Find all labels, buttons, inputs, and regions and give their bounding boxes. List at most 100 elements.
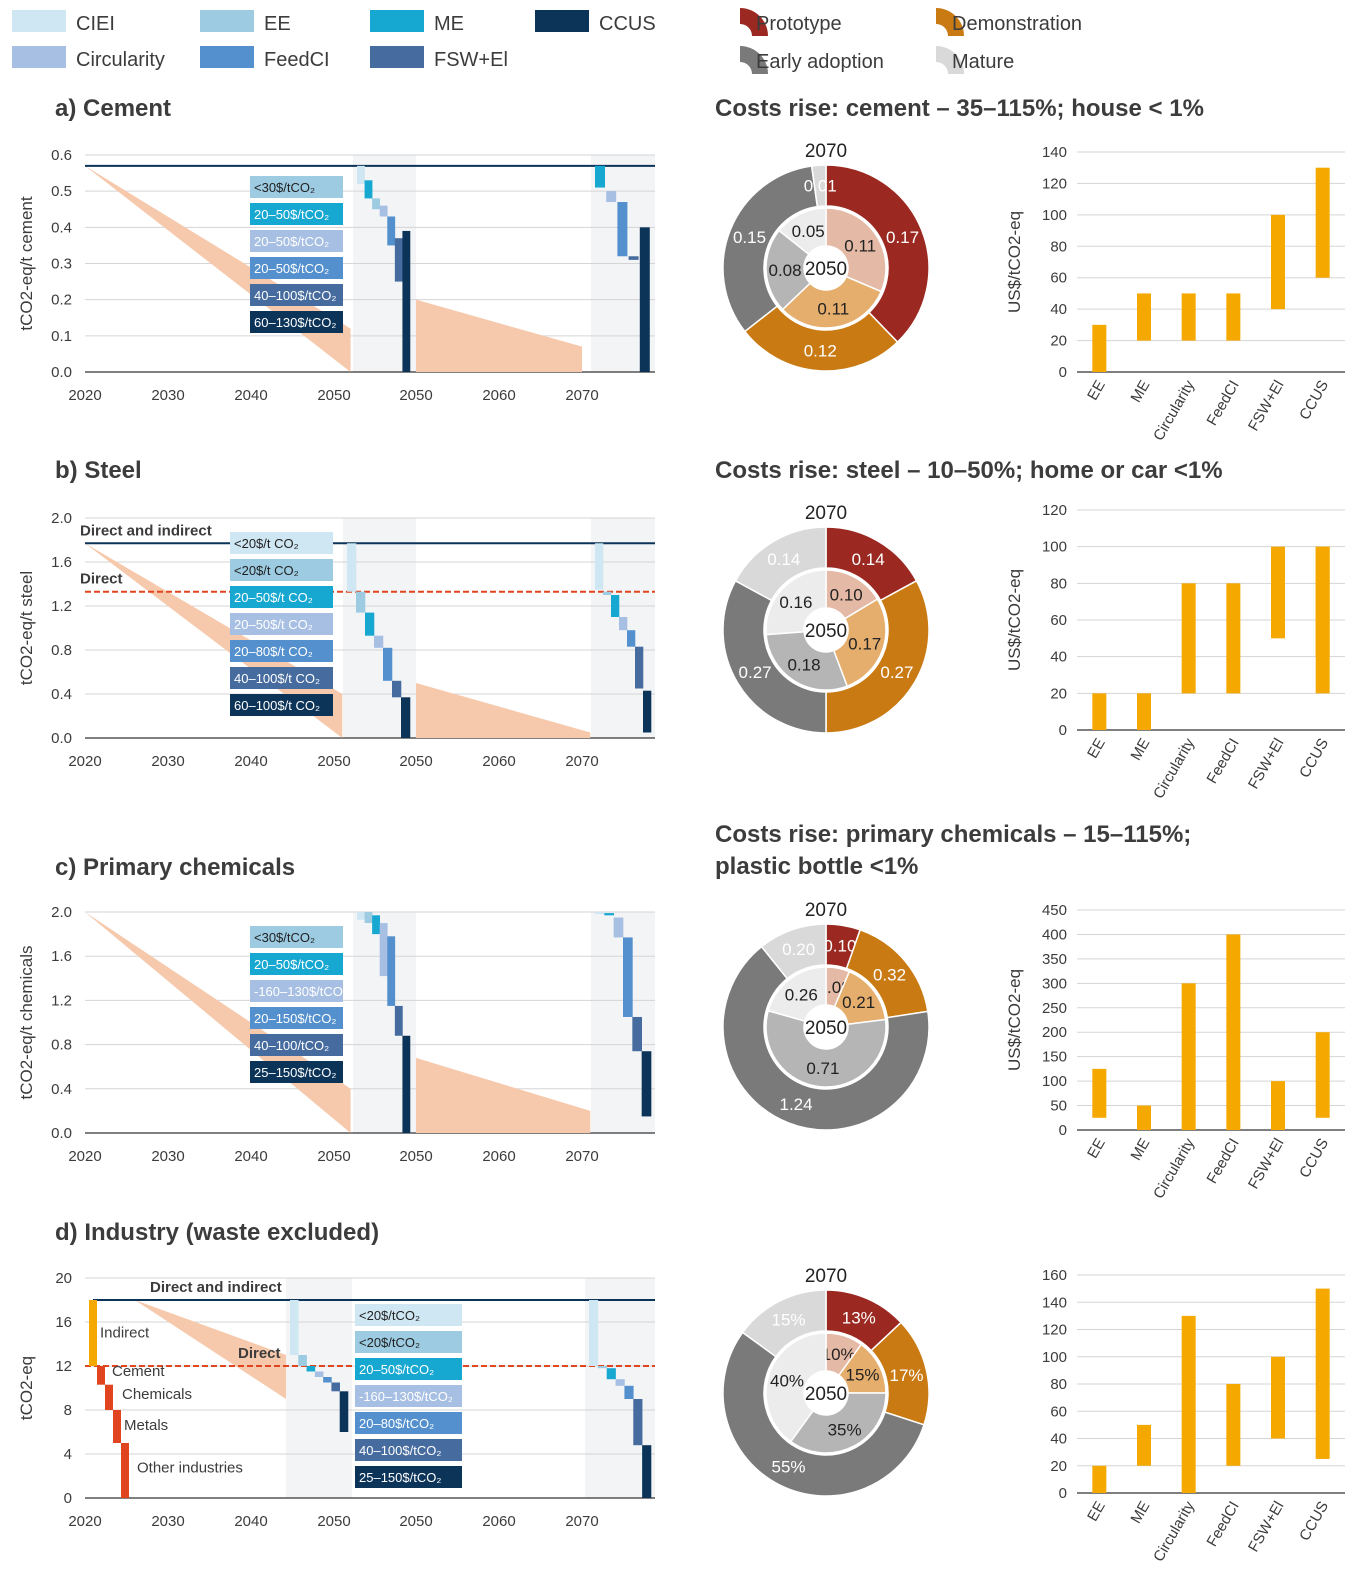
cost-box-label: 25–150$/tCO₂: [359, 1470, 441, 1485]
donut-hole: [804, 608, 848, 652]
waterfall-2050-step-EE: [372, 198, 380, 210]
x-tick-label: 2050: [399, 753, 432, 770]
cost-box-label: <20$/t CO₂: [234, 563, 299, 578]
y-tick-label: 1.2: [51, 598, 72, 615]
waterfall-2050-step-CCUS: [339, 1391, 349, 1432]
legend: CIEI EE ME CCUS Circularity FeedCI FSW+El Proto…: [12, 8, 1082, 74]
donut-hole: [804, 1371, 848, 1415]
cost-range-bar: [1137, 1105, 1151, 1130]
direct-line-label: Direct: [80, 571, 123, 588]
cost-box-label: 40–100$/tCO₂: [254, 288, 336, 303]
donut-2070-slice-mature: [760, 923, 827, 980]
x-tick-label: 2030: [151, 1148, 184, 1165]
waterfall-2050-step-FSW+El: [392, 680, 402, 698]
donut-2050-value-label: 0.21: [842, 993, 875, 1012]
bars-y-tick-label: 160: [1042, 1267, 1067, 1284]
cost-box-label: 20–50$/t CO₂: [234, 590, 313, 605]
reduction-wedge-2050: [134, 1300, 286, 1399]
cost-box-FSW+El: [230, 667, 333, 689]
bars-y-tick-label: 140: [1042, 144, 1067, 161]
donut-2070-value-label: 0.14: [852, 550, 885, 569]
y-tick-label: 0.4: [51, 219, 72, 236]
donut-2070-value-label: 0.17: [886, 228, 919, 247]
donut-hole: [804, 1005, 848, 1049]
cost-box-Circularity: [355, 1385, 462, 1407]
x-tick-label: 2040: [234, 1148, 267, 1165]
y-tick-label: 2.0: [51, 904, 72, 921]
bars-y-tick-label: 120: [1042, 175, 1067, 192]
panel-title: d) Industry (waste excluded): [55, 1219, 379, 1246]
x-tick-label: 2070: [565, 1513, 598, 1530]
donut-2070-value-label: 0.15: [733, 228, 766, 247]
waterfall-2070-step-CIEI: [589, 1300, 599, 1366]
bars-category-label: CCUS: [1296, 1136, 1332, 1181]
bars-y-tick-label: 100: [1042, 1073, 1067, 1090]
cost-box-CIEI: [355, 1304, 462, 1326]
legend-label-3: CCUS: [599, 13, 656, 35]
donut-2050-value-label: 0.11: [844, 236, 876, 255]
y-tick-label: 0.0: [51, 364, 72, 381]
cost-box-label: 60–100$/t CO₂: [234, 698, 320, 713]
sector-bar-label: Chemicals: [122, 1386, 192, 1403]
waterfall-2050-step-CIEI: [290, 1300, 299, 1355]
donut-2070-value-label: 15%: [772, 1310, 806, 1329]
bars-y-tick-label: 0: [1059, 1122, 1067, 1139]
cost-range-bar: [1226, 934, 1241, 1130]
sector-bar-label: Indirect: [100, 1324, 150, 1341]
cost-box-label: 40–100$/t CO₂: [234, 671, 320, 686]
waterfall-2070-step-EE: [597, 1366, 607, 1369]
bars-category-label: CCUS: [1296, 736, 1332, 781]
donut-2070-value-label: 0.20: [782, 940, 815, 959]
donut-2070-slice-demonstration: [825, 579, 930, 734]
legend-swatch-6: [370, 46, 424, 68]
cost-range-bar: [1271, 1081, 1285, 1130]
donut-2050-value-label: 0.16: [779, 593, 812, 612]
x-tick-label: 2020: [68, 753, 101, 770]
y-tick-label: 0: [64, 1490, 72, 1507]
y-axis-label: tCO2-eq: [17, 1356, 36, 1420]
waterfall-2070-step-CIEI: [595, 912, 605, 914]
bars-y-tick-label: 40: [1050, 649, 1067, 666]
bars-y-tick-label: 40: [1050, 1431, 1067, 1448]
bars-category-label: FSW+El: [1245, 736, 1287, 793]
legend-maturity-label-1: Demonstration: [952, 13, 1082, 35]
waterfall-2050-step-FSW+El: [394, 1005, 403, 1036]
waterfall-2070-step-ME: [606, 1368, 616, 1380]
waterfall-2050-step-Circularity: [374, 635, 384, 648]
cost-range-bar: [1181, 293, 1196, 341]
panel-d: d) Industry (waste excluded) 0 4 8 12 16 20 tCO…: [17, 1219, 1345, 1565]
bars-category-label: EE: [1084, 378, 1109, 404]
donut-2050-value-label: 15%: [846, 1365, 880, 1384]
donut-2070-slice-early-adoption: [722, 579, 827, 734]
donut-2070-slice-early-adoption: [722, 1331, 925, 1497]
bars-category-label: FeedCI: [1203, 1136, 1242, 1187]
bars-y-tick-label: 80: [1050, 1376, 1067, 1393]
waterfall-2050-step-FeedCI: [387, 216, 396, 246]
donut-outer-year: 2070: [805, 1266, 847, 1287]
cost-range-bar: [1137, 293, 1151, 341]
x-tick-label: 2040: [234, 387, 267, 404]
cost-box-ME: [355, 1358, 462, 1380]
legend-swatch-4: [12, 46, 66, 68]
cost-box-CCUS: [250, 311, 343, 333]
bars-y-tick-label: 300: [1042, 975, 1067, 992]
cost-box-label: 20–150$/tCO₂: [254, 1011, 336, 1026]
cost-box-ME: [230, 586, 333, 608]
y-tick-label: 0.8: [51, 1037, 72, 1054]
y-tick-label: 0.4: [51, 686, 72, 703]
total-line-label: Direct and indirect: [150, 1279, 282, 1296]
cost-box-label: -160–130$/tCO₂: [359, 1389, 453, 1404]
x-tick-label: 2050: [399, 387, 432, 404]
cost-box-FeedCI: [230, 640, 333, 662]
cost-box-label: -160–130$/tCO₂: [254, 984, 348, 999]
cost-box-ME: [250, 203, 343, 225]
donut-2050-value-label: 0.08: [768, 261, 801, 280]
bars-category-label: FSW+El: [1245, 378, 1287, 435]
cost-box-CIEI: [230, 532, 333, 554]
waterfall-2050-step-ME: [365, 612, 375, 636]
waterfall-2070-step-Circularity: [606, 191, 617, 203]
bars-y-tick-label: 120: [1042, 1322, 1067, 1339]
donut-inner-year: 2050: [805, 621, 847, 642]
donut-inner-year: 2050: [805, 1384, 847, 1405]
x-tick-label: 2040: [234, 753, 267, 770]
